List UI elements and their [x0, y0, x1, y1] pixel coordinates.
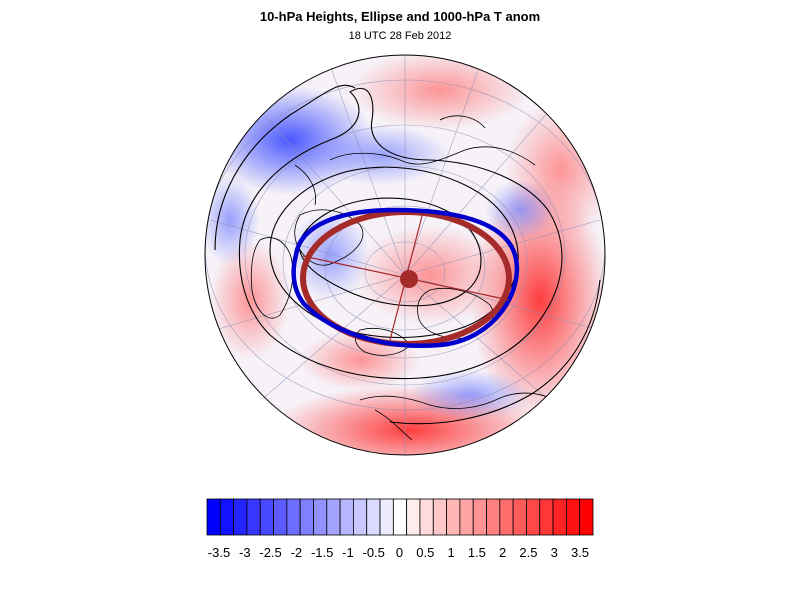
colorbar-tick-label: 1.5 [468, 545, 486, 560]
vortex-edge-contour [291, 207, 520, 348]
colorbar-box [206, 498, 221, 536]
colorbar-box [326, 498, 341, 536]
colorbar-box [526, 498, 541, 536]
colorbar-box [499, 498, 514, 536]
colorbar-tick-label: -1.5 [311, 545, 333, 560]
colorbar-boxes [206, 498, 594, 536]
ellipse-center [400, 270, 418, 288]
colorbar-tick-label: -3 [239, 545, 251, 560]
colorbar-box [459, 498, 474, 536]
colorbar-box [246, 498, 261, 536]
colorbar-box [353, 498, 368, 536]
globe-outline [204, 54, 606, 456]
colorbar-tick-label: -2 [291, 545, 303, 560]
colorbar-box [552, 498, 567, 536]
colorbar-box [219, 498, 235, 536]
colorbar-box [512, 498, 527, 536]
colorbar-box [565, 498, 581, 536]
colorbar-box [286, 498, 301, 536]
temperature-anomaly-field [205, 55, 605, 455]
colorbar-box [299, 498, 314, 536]
graticule [205, 55, 605, 455]
colorbar-box [432, 498, 447, 536]
colorbar-box [472, 498, 487, 536]
colorbar-tick-label: 3 [551, 545, 558, 560]
colorbar-box [273, 498, 288, 536]
colorbar-box [379, 498, 394, 536]
colorbar-tick-label: 0 [396, 545, 403, 560]
colorbar-box [366, 498, 381, 536]
colorbar-box [406, 498, 421, 536]
colorbar-box [233, 498, 248, 536]
colorbar-tick-label: 3.5 [571, 545, 589, 560]
coastlines [250, 115, 561, 441]
colorbar-box [446, 498, 461, 536]
colorbar-labels: -3.5 -3 -2.5 -2 -1.5 -1 -0.5 0 0.5 1 1.5 2 2.5 3 3.5 [208, 545, 589, 560]
colorbar-tick-label: 2.5 [519, 545, 537, 560]
colorbar-tick-label: 0.5 [416, 545, 434, 560]
colorbar-box [579, 498, 594, 536]
colorbar-tick-label: 2 [499, 545, 506, 560]
colorbar-box [313, 498, 328, 536]
colorbar-box [486, 498, 501, 536]
chart-subtitle: 18 UTC 28 Feb 2012 [348, 30, 452, 42]
chart-title: 10-hPa Heights, Ellipse and 1000-hPa T a… [259, 9, 541, 24]
colorbar-tick-label: -1 [342, 545, 354, 560]
colorbar-box [339, 498, 354, 536]
colorbar-tick-label: -3.5 [208, 545, 230, 560]
colorbar-tick-label: -0.5 [363, 545, 385, 560]
colorbar-tick-label: -2.5 [259, 545, 281, 560]
colorbar-box [392, 498, 408, 536]
colorbar-box [259, 498, 274, 536]
colorbar-box [419, 498, 434, 536]
colorbar-tick-label: 1 [447, 545, 454, 560]
colorbar-box [539, 498, 554, 536]
